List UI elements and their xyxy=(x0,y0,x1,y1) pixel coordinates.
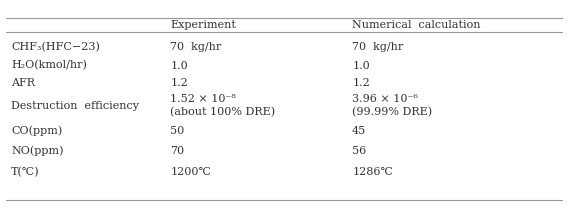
Text: 70: 70 xyxy=(170,146,185,156)
Text: 56: 56 xyxy=(352,146,366,156)
Text: 1.2: 1.2 xyxy=(352,78,370,88)
Text: CO(ppm): CO(ppm) xyxy=(11,126,62,136)
Text: 1.0: 1.0 xyxy=(170,61,188,71)
Text: CHF₃(HFC−23): CHF₃(HFC−23) xyxy=(11,42,100,52)
Text: 1200℃: 1200℃ xyxy=(170,167,211,177)
Text: AFR: AFR xyxy=(11,78,35,88)
Text: 70  kg/hr: 70 kg/hr xyxy=(170,42,222,52)
Text: 1286℃: 1286℃ xyxy=(352,167,393,177)
Text: (99.99% DRE): (99.99% DRE) xyxy=(352,107,432,118)
Text: Destruction  efficiency: Destruction efficiency xyxy=(11,101,139,111)
Text: 50: 50 xyxy=(170,126,185,136)
Text: 3.96 × 10⁻⁶: 3.96 × 10⁻⁶ xyxy=(352,94,418,104)
Text: T(℃): T(℃) xyxy=(11,166,40,177)
Text: 1.52 × 10⁻⁸: 1.52 × 10⁻⁸ xyxy=(170,94,236,104)
Text: Numerical  calculation: Numerical calculation xyxy=(352,20,481,30)
Text: 70  kg/hr: 70 kg/hr xyxy=(352,42,403,52)
Text: 1.2: 1.2 xyxy=(170,78,188,88)
Text: 1.0: 1.0 xyxy=(352,61,370,71)
Text: NO(ppm): NO(ppm) xyxy=(11,146,64,156)
Text: H₂O(kmol/hr): H₂O(kmol/hr) xyxy=(11,60,87,71)
Text: 45: 45 xyxy=(352,126,366,136)
Text: Experiment: Experiment xyxy=(170,20,236,30)
Text: (about 100% DRE): (about 100% DRE) xyxy=(170,107,275,118)
